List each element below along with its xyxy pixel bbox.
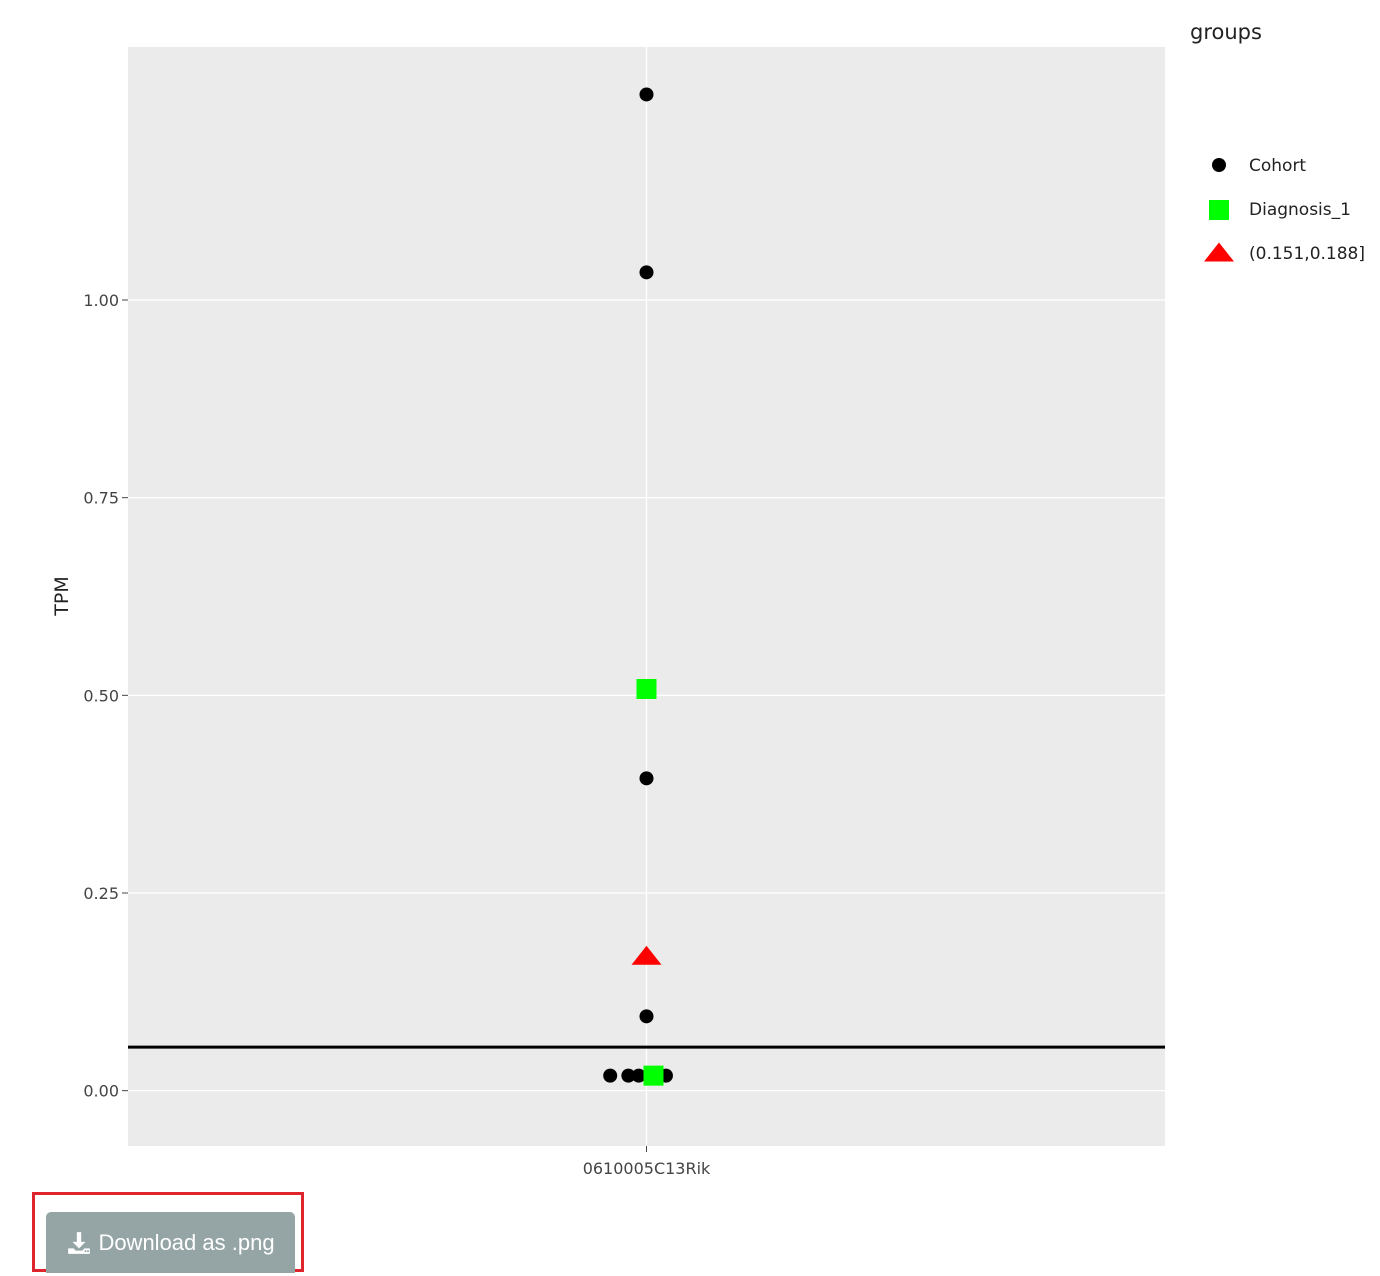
data-point-circle [639,1009,654,1024]
y-tick-label: 0.25 [83,884,119,903]
data-point-square [643,1065,664,1086]
scatter-chart: 0.00 0.25 0.50 0.75 1.00 0610005C13Rik groups… [51,20,1365,1178]
legend-label: (0.151,0.188] [1249,244,1365,264]
data-point-circle [631,1068,646,1083]
download-icon [68,1231,91,1254]
y-tick-label: 1.00 [83,291,119,310]
data-point-triangle [631,945,662,965]
download-label: Download as .png [98,1229,275,1255]
legend-symbol-square [1209,200,1229,220]
y-axis-label: TPM [51,576,73,616]
legend-symbol-triangle [1204,242,1234,262]
y-tick-label: 0.75 [83,489,119,508]
data-point-circle [639,87,654,102]
y-tick-label: 0.50 [83,686,119,705]
y-tick-label: 0.00 [83,1082,119,1101]
legend-label: Cohort [1249,156,1306,176]
data-point-circle [621,1068,636,1083]
legend-symbol-circle [1212,158,1226,172]
data-point-square [636,679,657,700]
x-tick-label: 0610005C13Rik [583,1159,711,1178]
legend-label: Diagnosis_1 [1249,200,1351,220]
legend-title: groups [1190,20,1262,44]
data-point-circle [639,265,654,280]
download-button[interactable]: Download as .png [46,1212,295,1273]
data-point-circle [603,1068,618,1083]
data-point-circle [639,771,654,786]
